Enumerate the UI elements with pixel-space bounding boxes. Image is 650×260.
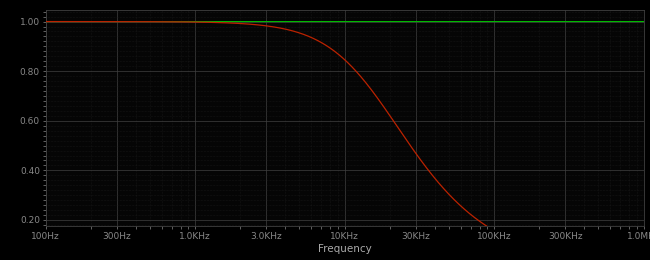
X-axis label: Frequency: Frequency — [318, 244, 371, 253]
